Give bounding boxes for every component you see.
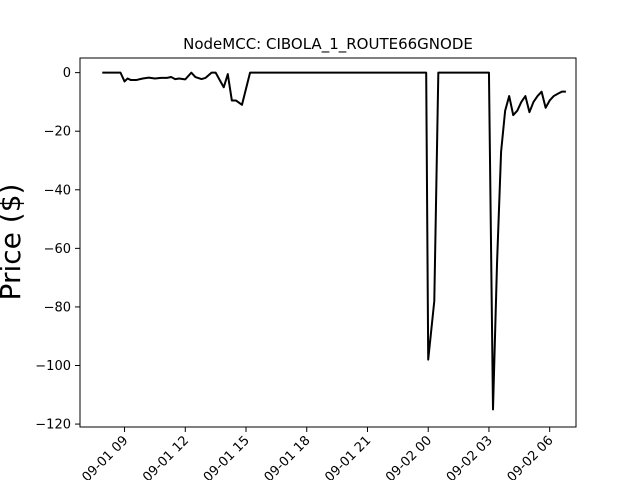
x-tick-label: 09-02 03	[444, 433, 496, 480]
x-tick-label: 09-01 15	[201, 433, 253, 480]
x-tick-label: 09-01 18	[262, 433, 314, 480]
y-tick-label: −20	[44, 125, 71, 140]
y-tick-label: −80	[44, 300, 71, 315]
plot-frame	[79, 57, 577, 428]
y-tick-label: 0	[63, 66, 71, 81]
y-axis: 0 −20 −40 −60 −80 −100 −120	[35, 66, 80, 433]
y-tick-label: −60	[44, 242, 71, 257]
chart-title: NodeMCC: CIBOLA_1_ROUTE66GNODE	[183, 35, 473, 54]
y-tick-label: −40	[44, 183, 71, 198]
x-tick-label: 09-01 09	[79, 433, 131, 480]
series-line	[102, 71, 566, 411]
x-tick-label: 09-01 21	[322, 433, 374, 480]
x-axis: 09-01 09 09-01 12 09-01 15 09-01 18 09-01 21…	[79, 427, 557, 480]
x-tick-label: 09-02 06	[505, 433, 557, 480]
x-tick-label: 09-02 00	[383, 433, 435, 480]
x-tick-label: 09-01 12	[140, 433, 192, 480]
y-tick-label: −100	[35, 359, 71, 374]
y-axis-label: Price ($)	[0, 184, 27, 301]
y-tick-label: −120	[35, 418, 71, 433]
